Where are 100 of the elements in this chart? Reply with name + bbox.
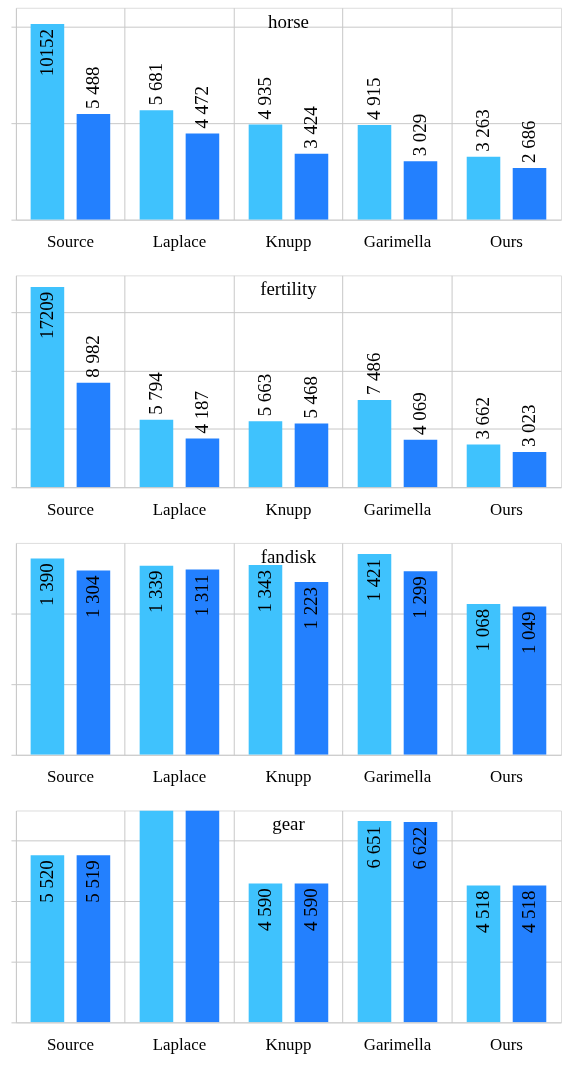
bar bbox=[185, 569, 220, 755]
x-tick-label: Knupp bbox=[265, 1034, 312, 1054]
data-label: 5 468 bbox=[300, 376, 322, 419]
bar bbox=[139, 110, 174, 220]
bar bbox=[248, 124, 283, 220]
data-label: 3 662 bbox=[472, 397, 494, 440]
bar bbox=[294, 423, 329, 488]
bar bbox=[185, 438, 220, 488]
data-label: 1 311 bbox=[191, 574, 213, 617]
x-tick-label: Garimella bbox=[363, 1034, 432, 1054]
x-tick-label: Source bbox=[46, 1034, 94, 1054]
data-label: 3 029 bbox=[409, 113, 431, 157]
data-label: 1 299 bbox=[409, 576, 431, 619]
data-label: 5 520 bbox=[36, 860, 58, 903]
data-label: 1 421 bbox=[363, 559, 385, 602]
bar bbox=[139, 810, 174, 1023]
bar bbox=[357, 124, 392, 220]
x-tick-label: Laplace bbox=[152, 767, 207, 787]
bar bbox=[466, 444, 501, 488]
data-label: 5 519 bbox=[82, 860, 104, 903]
bar bbox=[30, 558, 65, 755]
x-tick-label: Knupp bbox=[265, 767, 312, 787]
bar bbox=[294, 582, 329, 755]
data-label: 4 915 bbox=[363, 77, 385, 120]
data-label: 4 472 bbox=[191, 86, 213, 129]
bar bbox=[403, 821, 438, 1023]
chart-title: horse bbox=[268, 10, 309, 32]
x-tick-label: Laplace bbox=[152, 232, 207, 251]
data-label: 1 339 bbox=[145, 570, 167, 614]
chart-title: fertility bbox=[260, 278, 318, 300]
chart-title: gear bbox=[272, 813, 306, 835]
bar bbox=[357, 554, 392, 755]
x-tick-label: Ours bbox=[490, 1034, 523, 1054]
bar bbox=[248, 565, 283, 755]
x-tick-label: Knupp bbox=[265, 499, 312, 519]
x-tick-label: Garimella bbox=[363, 499, 432, 519]
bar bbox=[76, 113, 111, 220]
data-label: 2 686 bbox=[518, 120, 540, 163]
data-label: 4 518 bbox=[518, 890, 540, 934]
data-label: 4 069 bbox=[409, 392, 431, 435]
bar bbox=[512, 885, 547, 1023]
data-label: 1 390 bbox=[36, 563, 58, 606]
data-label: 6 651 bbox=[363, 826, 385, 869]
data-label: 7 486 bbox=[363, 352, 385, 396]
data-label: 8 982 bbox=[82, 335, 104, 378]
x-tick-label: Source bbox=[46, 767, 94, 787]
x-tick-label: Source bbox=[46, 499, 94, 519]
data-label: 1 223 bbox=[300, 587, 322, 630]
bar bbox=[76, 855, 111, 1023]
bar bbox=[466, 156, 501, 220]
x-tick-label: Ours bbox=[490, 232, 523, 251]
bar bbox=[30, 24, 65, 220]
bar bbox=[76, 382, 111, 488]
x-tick-label: Laplace bbox=[152, 499, 207, 519]
data-label: 5 794 bbox=[145, 371, 167, 415]
x-tick-label: Knupp bbox=[265, 232, 312, 251]
bar bbox=[185, 810, 220, 1023]
data-label: 3 263 bbox=[472, 109, 494, 152]
bar bbox=[248, 421, 283, 488]
x-tick-label: Ours bbox=[490, 767, 523, 787]
bar bbox=[512, 606, 547, 755]
bar bbox=[294, 883, 329, 1023]
bar bbox=[294, 153, 329, 220]
bar bbox=[30, 286, 65, 488]
x-tick-label: Garimella bbox=[363, 232, 432, 251]
data-label: 4 590 bbox=[254, 888, 276, 931]
data-label: 1 049 bbox=[518, 611, 540, 655]
data-label: 1 343 bbox=[254, 570, 276, 613]
data-label: 3 023 bbox=[518, 404, 540, 448]
bar bbox=[403, 161, 438, 220]
bar bbox=[466, 885, 501, 1023]
data-label: 4 935 bbox=[254, 77, 276, 120]
bar bbox=[139, 419, 174, 488]
bar bbox=[357, 400, 392, 488]
bar bbox=[512, 167, 547, 220]
bar bbox=[30, 855, 65, 1023]
data-label: 6 622 bbox=[409, 826, 431, 870]
data-label: 4 187 bbox=[191, 391, 213, 434]
bar bbox=[139, 565, 174, 755]
bar bbox=[403, 571, 438, 755]
x-tick-label: Garimella bbox=[363, 767, 432, 787]
data-label: 17209 bbox=[36, 291, 58, 340]
bar bbox=[185, 133, 220, 220]
x-tick-label: Source bbox=[46, 232, 94, 251]
data-label: 5 488 bbox=[82, 66, 104, 109]
data-label: 4 518 bbox=[472, 890, 494, 934]
chart-title: fandisk bbox=[260, 545, 317, 567]
bar bbox=[512, 452, 547, 488]
x-tick-label: Laplace bbox=[152, 1034, 207, 1054]
bar bbox=[248, 883, 283, 1023]
data-label: 3 424 bbox=[300, 105, 322, 149]
data-label: 5 663 bbox=[254, 373, 276, 417]
data-label: 1 068 bbox=[472, 608, 494, 652]
data-label: 10152 bbox=[36, 29, 58, 77]
bar bbox=[76, 570, 111, 755]
bar bbox=[403, 439, 438, 488]
data-label: 1 304 bbox=[82, 575, 104, 619]
bar bbox=[466, 603, 501, 755]
x-tick-label: Ours bbox=[490, 499, 523, 519]
bar bbox=[357, 821, 392, 1023]
